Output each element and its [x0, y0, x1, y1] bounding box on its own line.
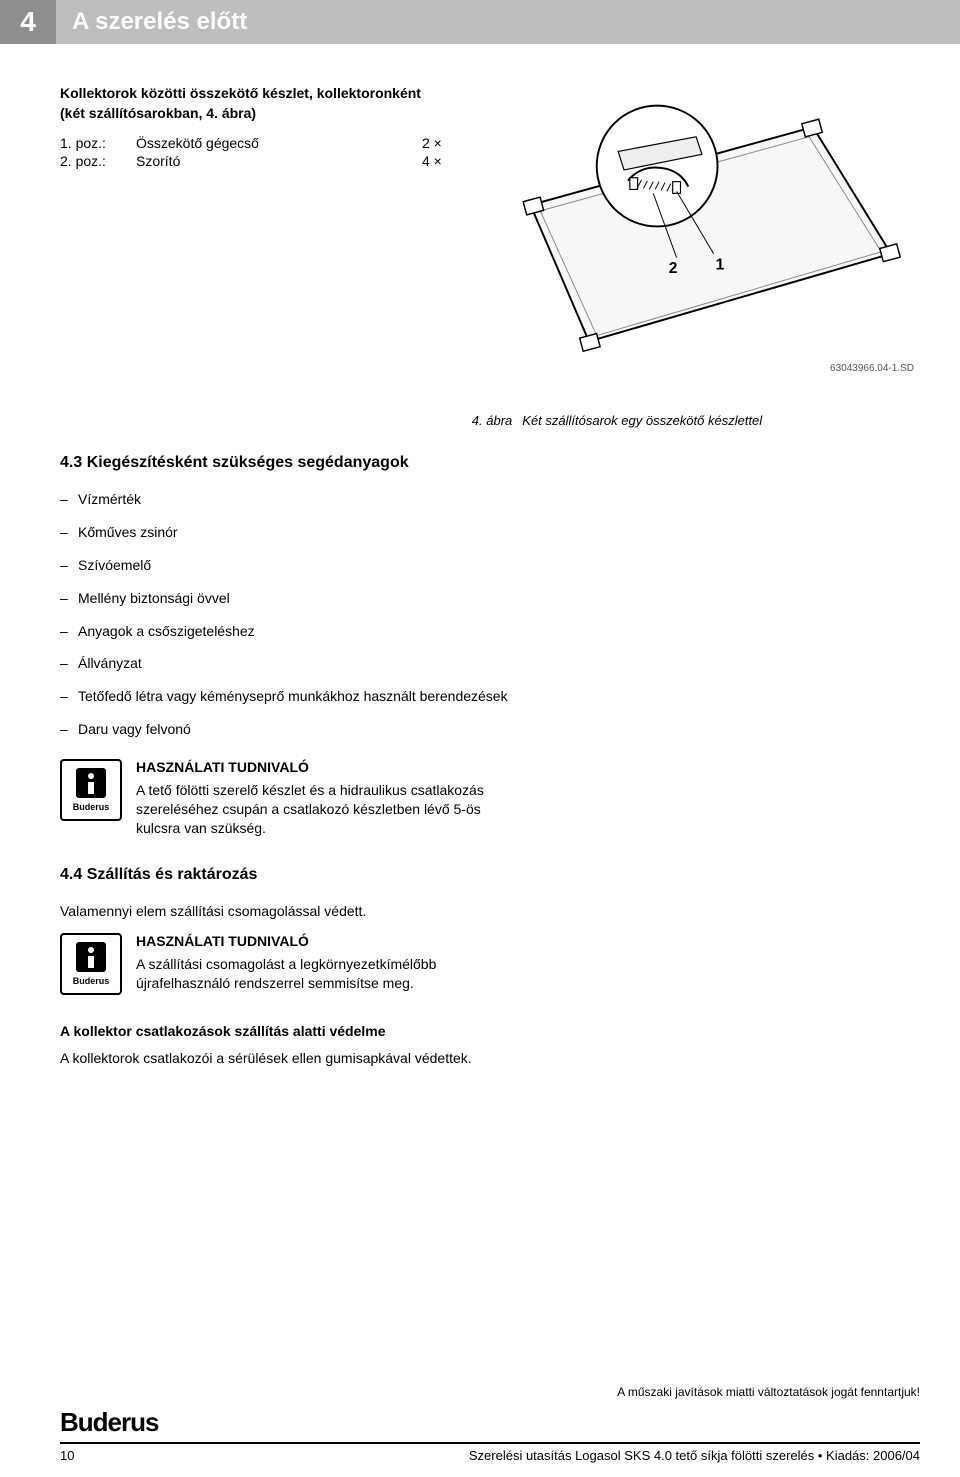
kit-desc: Szorító: [136, 153, 402, 169]
brand-logo: Buderus: [60, 1407, 158, 1437]
list-item: Anyagok a csőszigeteléshez: [60, 622, 920, 641]
list-item: Vízmérték: [60, 490, 920, 509]
list-item: Szívóemelő: [60, 556, 920, 575]
kit-desc: Összekötő gégecső: [136, 135, 402, 151]
aux-materials-list: Vízmérték Kőműves zsinór Szívóemelő Mell…: [60, 490, 920, 739]
callout-2: 2: [669, 260, 678, 277]
doc-title: Szerelési utasítás Logasol SKS 4.0 tető …: [469, 1448, 920, 1463]
icon-brand: Buderus: [73, 976, 110, 986]
list-item: Mellény biztonsági övvel: [60, 589, 920, 608]
icon-brand: Buderus: [73, 802, 110, 812]
section-4-4-title: 4.4 Szállítás és raktározás: [60, 866, 920, 884]
chapter-header: 4 A szerelés előtt: [0, 0, 960, 44]
kit-pos: 2. poz.:: [60, 153, 136, 169]
kit-item: 1. poz.: Összekötő gégecső 2 ×: [60, 135, 442, 151]
page-number: 10: [60, 1448, 74, 1463]
page-footer: A műszaki javítások miatti változtatások…: [0, 1385, 960, 1477]
figure-code: 63043966.04-1.SD: [830, 363, 914, 374]
disclaimer: A műszaki javítások miatti változtatások…: [60, 1385, 920, 1399]
kit-intro: Kollektorok közötti összekötő készlet, k…: [60, 84, 442, 123]
chapter-number: 4: [0, 0, 56, 44]
figure-caption: Két szállítósarok egy összekötő készlett…: [522, 413, 762, 428]
chapter-title: A szerelés előtt: [56, 0, 960, 44]
list-item: Állványzat: [60, 654, 920, 673]
section-4-3-title: 4.3 Kiegészítésként szükséges segédanyag…: [60, 454, 920, 472]
para-protection: A kollektorok csatlakozói a sérülések el…: [60, 1049, 500, 1069]
info-icon: Buderus: [60, 933, 122, 995]
info-icon: Buderus: [60, 759, 122, 821]
list-item: Daru vagy felvonó: [60, 720, 920, 739]
info-box-1: Buderus HASZNÁLATI TUDNIVALÓ A tető fölö…: [60, 759, 490, 838]
list-item: Tetőfedő létra vagy kéményseprő munkákho…: [60, 687, 920, 706]
info-title: HASZNÁLATI TUDNIVALÓ: [136, 933, 490, 949]
figure-4: 1 2 63043966.04-1.SD 4. ábra Két szállít…: [472, 84, 920, 404]
para-shipping: Valamennyi elem szállítási csomagolással…: [60, 902, 500, 922]
info-title: HASZNÁLATI TUDNIVALÓ: [136, 759, 490, 775]
info-box-2: Buderus HASZNÁLATI TUDNIVALÓ A szállítás…: [60, 933, 490, 995]
subheading-protection: A kollektor csatlakozások szállítás alat…: [60, 1023, 920, 1039]
figure-number: 4. ábra: [472, 413, 512, 428]
info-body: A tető fölötti szerelő készlet és a hidr…: [136, 781, 490, 838]
collector-diagram: 1 2: [472, 84, 920, 404]
callout-1: 1: [715, 256, 724, 273]
kit-qty: 2 ×: [402, 135, 442, 151]
kit-item: 2. poz.: Szorító 4 ×: [60, 153, 442, 169]
info-body: A szállítási csomagolást a legkörnyezetk…: [136, 955, 490, 993]
kit-qty: 4 ×: [402, 153, 442, 169]
list-item: Kőműves zsinór: [60, 523, 920, 542]
kit-pos: 1. poz.:: [60, 135, 136, 151]
